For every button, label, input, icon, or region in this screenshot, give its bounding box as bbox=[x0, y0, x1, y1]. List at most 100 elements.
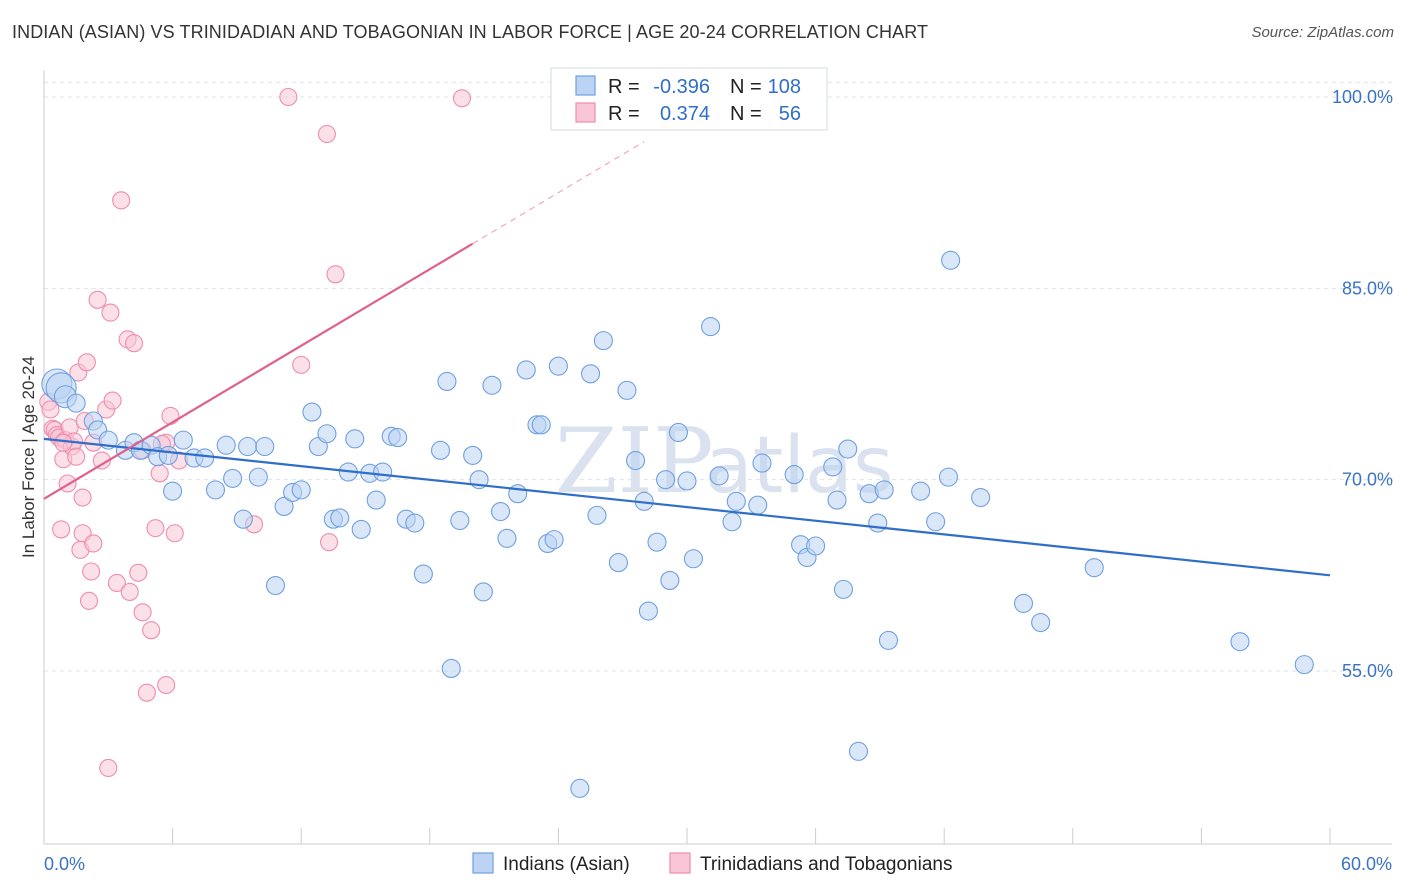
indian-point bbox=[1031, 612, 1051, 633]
indian-point bbox=[941, 250, 961, 270]
trinidadian-point bbox=[137, 683, 156, 702]
indian-point bbox=[748, 495, 768, 515]
trinidadian-point bbox=[320, 533, 339, 552]
indian-point bbox=[1294, 655, 1314, 675]
indian-point bbox=[608, 553, 628, 573]
indian-point bbox=[450, 510, 470, 531]
legend-r-label-2: R = bbox=[608, 103, 640, 125]
legend-n-value-2: 56 bbox=[779, 103, 801, 125]
series-swatch-pink bbox=[669, 852, 691, 874]
y-tick-label: 55.0% bbox=[1342, 661, 1393, 681]
indian-point bbox=[593, 331, 613, 351]
y-axis-label: In Labor Force | Age 20-24 bbox=[19, 356, 38, 558]
indian-point bbox=[838, 439, 858, 459]
indian-point bbox=[726, 491, 746, 511]
trinidadian-trend-line bbox=[43, 242, 474, 500]
indian-point bbox=[580, 364, 601, 384]
indian-point bbox=[233, 509, 253, 529]
indian-point bbox=[302, 402, 322, 422]
indian-point bbox=[848, 741, 869, 761]
indian-point bbox=[638, 601, 658, 621]
indian-point bbox=[516, 360, 536, 380]
indian-point bbox=[482, 375, 502, 395]
indian-point bbox=[66, 393, 86, 413]
indian-point bbox=[366, 490, 386, 510]
indian-point bbox=[205, 480, 226, 500]
trinidadian-point bbox=[67, 447, 86, 466]
trinidadian-point bbox=[292, 355, 311, 374]
trinidadian-point bbox=[150, 464, 169, 483]
indian-point bbox=[677, 471, 697, 491]
indian-point bbox=[683, 549, 703, 569]
legend-n-label-1: N = bbox=[730, 76, 762, 98]
indian-point bbox=[626, 450, 646, 471]
indian-point bbox=[351, 519, 371, 539]
indian-point bbox=[570, 778, 590, 798]
y-tick-label: 70.0% bbox=[1342, 470, 1393, 490]
trinidadian-point bbox=[84, 534, 103, 553]
indian-point bbox=[806, 536, 826, 556]
indian-point bbox=[823, 457, 843, 477]
trinidadian-point bbox=[124, 334, 144, 353]
indian-point bbox=[660, 570, 680, 590]
indian-point bbox=[656, 470, 676, 490]
indian-point bbox=[784, 465, 804, 485]
indian-point bbox=[722, 512, 742, 532]
series-legend: Indians (Asian) Trinidadians and Tobagon… bbox=[472, 852, 952, 875]
indian-trend-line bbox=[43, 437, 1331, 577]
indian-point bbox=[158, 445, 178, 465]
y-tick-label: 100.0% bbox=[1332, 87, 1393, 107]
trinidadian-point bbox=[54, 433, 73, 452]
x-tick-label-max: 60.0% bbox=[1341, 854, 1392, 874]
stats-legend: R = -0.396 N = 108 R = 0.374 N = 56 bbox=[550, 67, 828, 131]
trinidadian-point bbox=[165, 524, 184, 543]
trinidadian-point bbox=[120, 582, 139, 601]
indian-point bbox=[413, 564, 433, 584]
trinidadian-point bbox=[103, 391, 122, 410]
indian-point bbox=[173, 430, 193, 450]
indian-point bbox=[238, 436, 258, 457]
indian-point bbox=[752, 453, 772, 473]
trinidadian-point bbox=[73, 488, 92, 507]
legend-swatch-blue bbox=[575, 75, 596, 96]
legend-swatch-pink bbox=[575, 102, 596, 123]
indian-point bbox=[544, 530, 564, 550]
indian-point bbox=[531, 415, 551, 435]
trend-lines bbox=[43, 141, 1331, 577]
trinidadian-point bbox=[77, 353, 96, 372]
indian-point bbox=[291, 480, 311, 500]
indian-point bbox=[1084, 558, 1104, 578]
indian-point bbox=[617, 380, 637, 400]
grid bbox=[44, 81, 1392, 672]
indian-point bbox=[163, 481, 183, 501]
indian-point bbox=[647, 532, 667, 552]
indian-point bbox=[868, 513, 888, 533]
legend-r-value-2: 0.374 bbox=[660, 103, 710, 125]
legend-r-value-1: -0.396 bbox=[653, 76, 710, 98]
trinidadian-point bbox=[79, 591, 99, 610]
trinidadian-point bbox=[157, 675, 176, 695]
indian-point bbox=[373, 462, 393, 482]
trinidadian-point bbox=[107, 573, 126, 593]
trinidadian-point bbox=[161, 406, 180, 425]
trinidadian-point bbox=[101, 303, 120, 322]
legend-n-label-2: N = bbox=[730, 103, 762, 125]
indian-point bbox=[938, 467, 959, 487]
trinidadian-point bbox=[326, 265, 345, 284]
indian-point bbox=[911, 481, 931, 501]
indian-point bbox=[223, 468, 243, 488]
indian-point bbox=[345, 429, 365, 449]
trinidadian-point bbox=[99, 758, 118, 777]
trinidadian-point bbox=[112, 191, 131, 210]
indian-point bbox=[274, 496, 294, 517]
trinidadian-point bbox=[52, 520, 71, 539]
chart-title: INDIAN (ASIAN) VS TRINIDADIAN AND TOBAGO… bbox=[12, 22, 929, 42]
trinidadian-point bbox=[88, 290, 107, 309]
indian-point bbox=[430, 440, 451, 460]
indian-point bbox=[441, 658, 461, 678]
indian-point bbox=[548, 356, 568, 376]
trinidadian-point bbox=[129, 563, 148, 582]
y-tick-labels: 55.0% 70.0% 85.0% 100.0% bbox=[1332, 87, 1393, 681]
indian-point bbox=[668, 422, 688, 443]
